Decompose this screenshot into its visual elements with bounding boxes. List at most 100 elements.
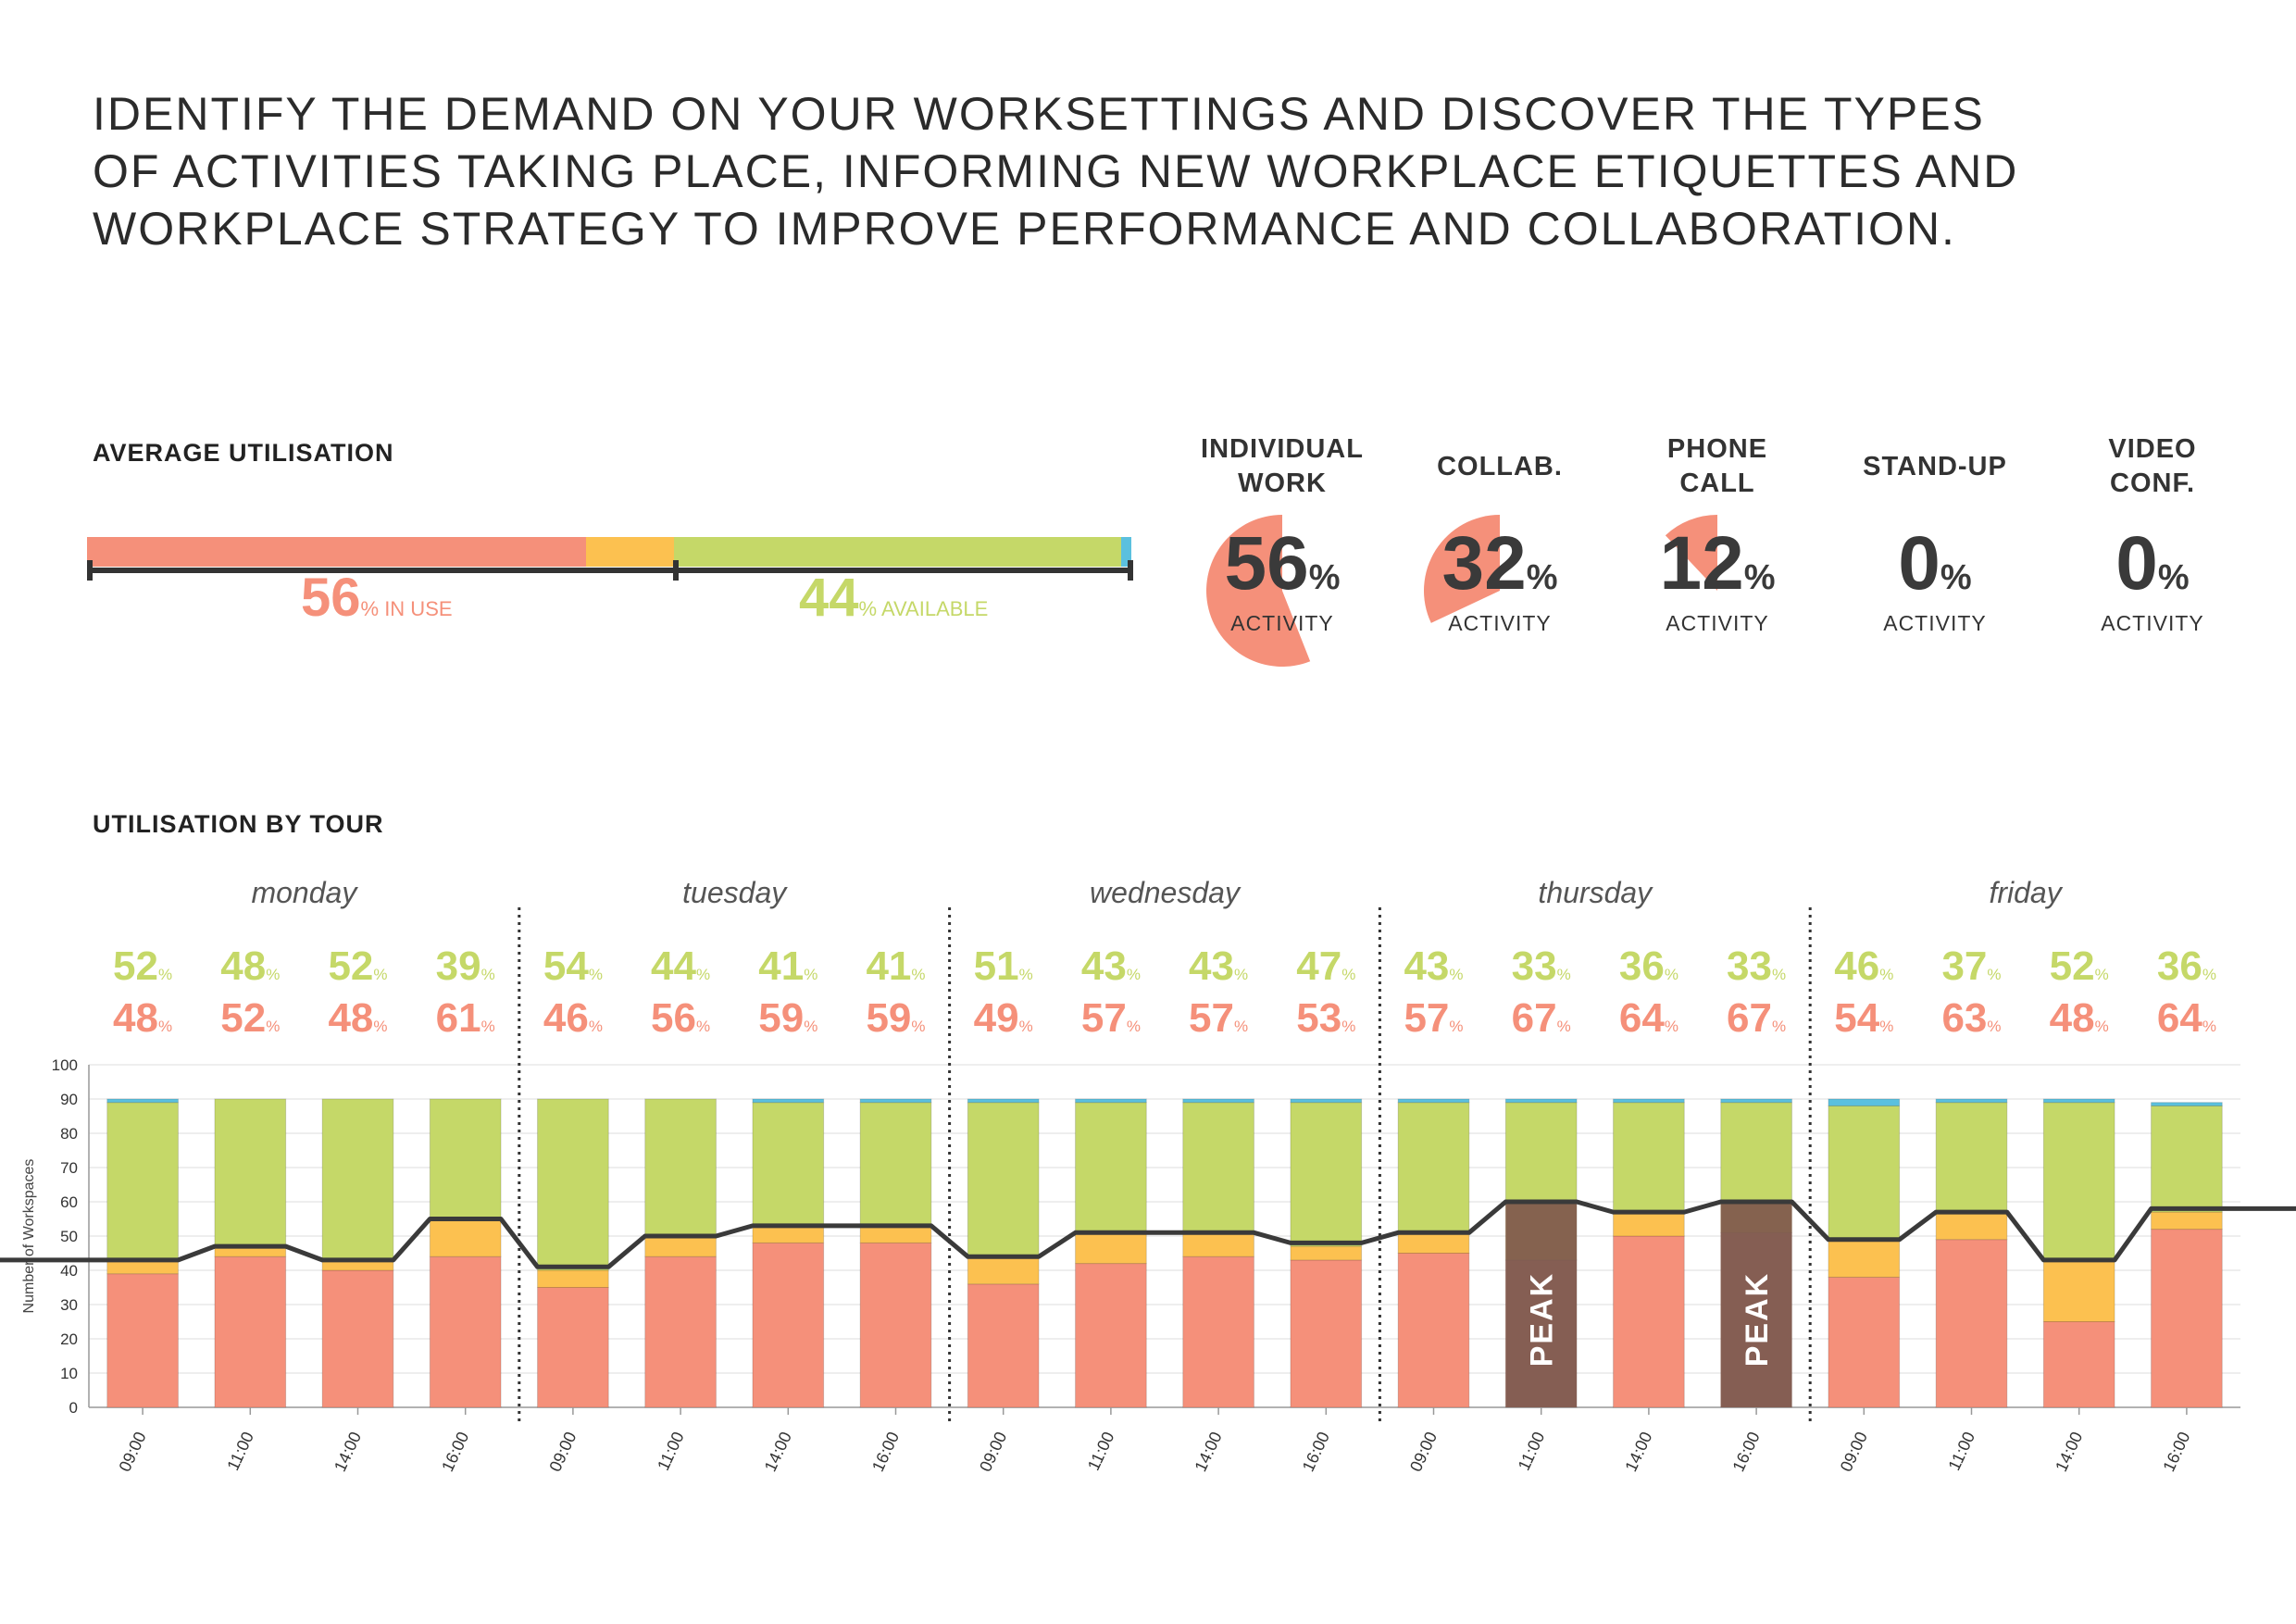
available-percent-label: 37% [1941, 943, 2001, 989]
percent-unit: % [1341, 966, 1355, 983]
in-use-percent-label: 57% [1081, 995, 1141, 1041]
bar-available [1182, 1102, 1254, 1233]
y-tick-label: 40 [60, 1262, 78, 1280]
x-tick-label: 09:00 [545, 1429, 580, 1474]
activity-pie [1424, 515, 1500, 623]
activity-pie [1665, 515, 1717, 591]
activity-subtitle: ACTIVITY [1666, 611, 1769, 635]
x-tick-label: 09:00 [976, 1429, 1010, 1474]
percent-unit: % [1772, 1018, 1786, 1035]
activity-pie-slice [1206, 515, 1311, 667]
percent-unit: % [1879, 966, 1893, 983]
activity-subtitle: ACTIVITY [1883, 611, 1987, 635]
bracket-tick [87, 560, 93, 581]
in-use-percent-label: 53% [1296, 995, 1355, 1041]
bar-other [2151, 1211, 2223, 1230]
percent-unit: % [589, 1018, 603, 1035]
percent-unit: % [1557, 1018, 1571, 1035]
y-tick-label: 20 [60, 1330, 78, 1348]
avg-segment-available [673, 537, 1121, 567]
percent-unit: % [1234, 1018, 1248, 1035]
bar-blue [1935, 1098, 2008, 1104]
available-percent-label: 43% [1189, 943, 1248, 989]
intro-line: OF ACTIVITIES TAKING PLACE, INFORMING NE… [93, 145, 2019, 197]
y-tick-label: 0 [69, 1399, 78, 1417]
bar-other [967, 1255, 1040, 1285]
percent-unit: % [2095, 966, 2109, 983]
bar-available [1613, 1102, 1685, 1213]
bar-available [1075, 1102, 1147, 1233]
available-bracket [676, 568, 1131, 573]
avg-segment-in-use [87, 537, 587, 567]
in-use-percent: 56% IN USE [301, 567, 453, 629]
activity-value-number: 12 [1659, 521, 1744, 606]
available-percent-label: 33% [1727, 943, 1786, 989]
percent-unit: % [2202, 1018, 2216, 1035]
percent-unit: % [266, 966, 280, 983]
percent-unit: % [1127, 966, 1141, 983]
percent-unit: % [911, 1018, 925, 1035]
available-percent-label: 41% [866, 943, 925, 989]
y-tick-label: 100 [52, 1056, 78, 1074]
in-use-percent-label: 67% [1512, 995, 1571, 1041]
percent-unit: % [1019, 966, 1033, 983]
activity-title-line: STAND-UP [1863, 451, 2007, 481]
percent-unit: % [1341, 1018, 1355, 1035]
y-tick-label: 60 [60, 1193, 78, 1211]
average-utilisation-label: AVERAGE UTILISATION [93, 439, 394, 467]
activity-value: 32% [1398, 522, 1602, 619]
bar-in-use [752, 1242, 825, 1408]
percent-unit: % [373, 966, 387, 983]
x-tick-label: 09:00 [1406, 1429, 1441, 1474]
percent-unit: % [1127, 1018, 1141, 1035]
in-use-percent-label: 59% [758, 995, 817, 1041]
bar-other [1182, 1231, 1254, 1257]
bar-other [644, 1235, 717, 1257]
percent-unit: % [266, 1018, 280, 1035]
bar-in-use [106, 1273, 179, 1408]
bar-available [429, 1098, 502, 1219]
bar-available [106, 1102, 179, 1261]
bar-other [537, 1269, 609, 1288]
bar-blue [1828, 1098, 1901, 1106]
bar-available [644, 1098, 717, 1237]
bar-in-use [2151, 1229, 2223, 1408]
percent-unit: % [1772, 966, 1786, 983]
available-percent-label: 46% [1834, 943, 1893, 989]
bar-in-use [321, 1269, 394, 1408]
in-use-percent-label: 61% [436, 995, 495, 1041]
bar-available [967, 1102, 1040, 1257]
bar-other [1397, 1231, 1470, 1254]
percent-unit: % [158, 966, 172, 983]
day-label: tuesday [682, 876, 788, 909]
bar-blue [752, 1098, 825, 1104]
bar-in-use [644, 1255, 717, 1408]
bar-in-use [1613, 1235, 1685, 1408]
bracket-tick [673, 560, 679, 581]
available-percent-label: 44% [651, 943, 710, 989]
percent-unit: % [804, 1018, 817, 1035]
in-use-percent-label: 59% [866, 995, 925, 1041]
bar-available [1935, 1102, 2008, 1213]
bar-blue [1182, 1098, 1254, 1104]
available-percent-label: 36% [1619, 943, 1678, 989]
available-unit: % AVAILABLE [858, 597, 989, 620]
activity-title: PHONE CALL [1616, 431, 1819, 502]
y-tick-label: 10 [60, 1365, 78, 1382]
available-percent-label: 43% [1081, 943, 1141, 989]
in-use-percent-label: 54% [1834, 995, 1893, 1041]
in-use-percent-label: 46% [543, 995, 603, 1041]
activity-subtitle: ACTIVITY [1448, 611, 1552, 635]
day-label: monday [251, 876, 358, 909]
y-tick-label: 90 [60, 1091, 78, 1108]
available-percent: 44% AVAILABLE [799, 567, 988, 629]
bar-available [752, 1102, 825, 1227]
activity-value: 0% [1833, 522, 2037, 619]
bar-other [1290, 1245, 1363, 1261]
peak-overlay [1720, 1202, 1792, 1407]
activity-value-unit: % [1308, 558, 1341, 597]
percent-unit: % [589, 966, 603, 983]
bar-in-use [1290, 1259, 1363, 1408]
percent-unit: % [2202, 966, 2216, 983]
activity-pie-slice [1424, 515, 1500, 623]
